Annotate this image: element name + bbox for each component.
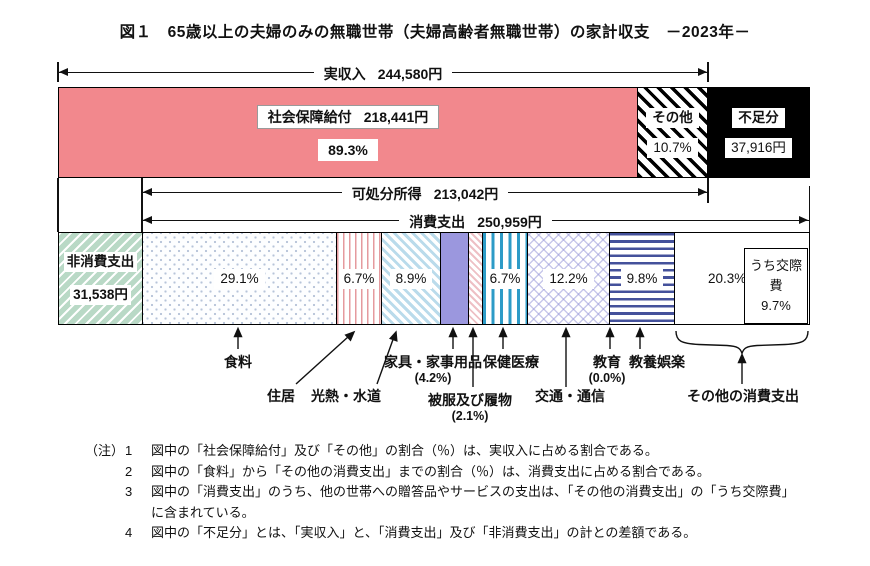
social-expense-label: うち交際費 <box>749 258 802 293</box>
category-label-transport: 交通・通信 <box>535 388 605 404</box>
expenditure-bar: 非消費支出 31,538円 29.1% 6.7% 8.9% 6.7% 12.2%… <box>58 232 810 325</box>
consumption-arrow-label: 消費支出 250,959円 <box>142 210 809 233</box>
non-consumption-divider-line <box>141 178 143 232</box>
income-bar: 社会保障給付 218,441円 89.3% その他 10.7% 不足分 37,91… <box>58 87 810 178</box>
category-arrows <box>233 326 747 387</box>
social-expense-percent: 9.7% <box>761 298 791 313</box>
housing-percent: 6.7% <box>341 268 377 289</box>
category-arrows-svg <box>233 326 809 387</box>
disposable-chip: 可処分所得 213,042円 <box>341 182 509 205</box>
category-label-furniture: 家具・家事用品 <box>384 354 482 370</box>
category-label-other-consumption: その他の消費支出 <box>687 388 799 404</box>
non-consumption-value: 31,538円 <box>70 285 131 305</box>
note-row-3: 3 図中の「消費支出」のうち、他の世帯への贈答品やサービスの支出は、「その他の消… <box>85 482 795 523</box>
disposable-arrow-head-left <box>143 188 152 197</box>
other-income-percent: 10.7% <box>647 137 698 158</box>
disposable-end-tick <box>707 178 709 203</box>
recreation-segment: 9.8% <box>610 233 675 324</box>
note-2-number: 2 <box>125 463 133 479</box>
deficit-segment: 不足分 37,916円 <box>708 88 809 177</box>
category-label-medical: 保健医療 <box>483 354 539 370</box>
note-4-number: 4 <box>125 525 133 540</box>
social-security-percent: 89.3% <box>318 138 378 161</box>
income-arrow-head-right <box>698 68 707 77</box>
category-label-utilities: 光熱・水道 <box>311 388 381 404</box>
clothing-segment <box>469 233 483 324</box>
medical-percent: 6.7% <box>487 268 523 289</box>
consumption-end-tick <box>808 186 811 232</box>
food-segment: 29.1% <box>143 233 337 324</box>
income-arrow-chip: 実収入 244,580円 <box>313 62 453 85</box>
income-arrow-label: 実収入 244,580円 <box>58 62 708 85</box>
non-consumption-label: 非消費支出 <box>63 252 138 272</box>
other-consumption-segment: 20.3% <box>675 233 809 324</box>
disposable-value: 213,042円 <box>433 185 499 202</box>
category-percent-clothing: (2.1%) <box>451 409 489 423</box>
notes-heading: （注） <box>85 443 125 458</box>
disposable-arrow-head-right <box>698 188 707 197</box>
category-label-recreation: 教養娯楽 <box>629 354 685 370</box>
utilities-segment: 8.9% <box>382 233 441 324</box>
consumption-arrow-head-right <box>799 216 808 225</box>
other-income-segment: その他 10.7% <box>638 88 708 177</box>
medical-segment: 6.7% <box>483 233 528 324</box>
note-4-text: 図中の「不足分」とは、「実収入」と、「消費支出」及び「非消費支出」の計との差額で… <box>151 525 697 540</box>
category-label-housing: 住居 <box>267 388 295 404</box>
social-security-label: 社会保障給付 <box>267 108 352 125</box>
non-consumption-segment: 非消費支出 31,538円 <box>59 233 143 324</box>
figure-title: 図１ 65歳以上の夫婦のみの無職世帯（夫婦高齢者無職世帯）の家計収支 －2023… <box>119 24 751 41</box>
disposable-label: 可処分所得 <box>351 185 422 202</box>
note-3-text: 図中の「消費支出」のうち、他の世帯への贈答品やサービスの支出は、「その他の消費支… <box>151 484 795 520</box>
other-consumption-brace <box>675 330 809 357</box>
deficit-label: 不足分 <box>732 107 785 128</box>
note-2-text: 図中の「食料」から「その他の消費支出」までの割合（％）は、消費支出に占める割合で… <box>151 463 710 479</box>
consumption-label: 消費支出 <box>409 213 466 230</box>
furniture-segment <box>441 233 469 324</box>
consumption-value: 250,959円 <box>477 213 542 230</box>
social-security-value: 218,441円 <box>363 108 429 125</box>
utilities-percent: 8.9% <box>389 268 433 289</box>
other-consumption-percent: 20.3% <box>702 268 753 289</box>
income-label: 実収入 <box>323 65 366 82</box>
disposable-arrow-label: 可処分所得 213,042円 <box>142 182 708 205</box>
category-label-clothing: 被服及び履物 <box>428 392 512 408</box>
left-edge-connector-line <box>57 178 59 232</box>
recreation-percent: 9.8% <box>620 268 664 289</box>
note-row-2: 2 図中の「食料」から「その他の消費支出」までの割合（％）は、消費支出に占める割… <box>85 462 785 483</box>
transport-percent: 12.2% <box>543 268 594 289</box>
consumption-chip: 消費支出 250,959円 <box>399 210 552 233</box>
housing-segment: 6.7% <box>337 233 382 324</box>
category-percent-furniture: (4.2%) <box>414 371 452 385</box>
social-expense-box: うち交際費 9.7% <box>744 248 808 324</box>
other-income-label: その他 <box>646 107 699 128</box>
note-row-4: 4 図中の「不足分」とは、「実収入」と、「消費支出」及び「非消費支出」の計との差… <box>85 523 785 544</box>
notes-block: （注） 1 図中の「社会保障給付」及び「その他」の割合（％）は、実収入に占める割… <box>85 441 795 544</box>
income-arrow-head-left <box>59 68 68 77</box>
transport-segment: 12.2% <box>528 233 610 324</box>
category-label-education: 教育 <box>593 354 621 370</box>
note-1-number: 1 <box>125 443 133 458</box>
social-security-chip: 社会保障給付 218,441円 <box>256 104 440 129</box>
note-3-number: 3 <box>125 484 133 499</box>
note-row-1: （注） 1 図中の「社会保障給付」及び「その他」の割合（％）は、実収入に占める割… <box>85 441 785 462</box>
income-value: 244,580円 <box>377 65 443 82</box>
consumption-arrow-head-left <box>143 216 152 225</box>
deficit-value: 37,916円 <box>725 137 792 158</box>
food-percent: 29.1% <box>214 268 265 289</box>
social-security-segment: 社会保障給付 218,441円 89.3% <box>59 88 638 177</box>
category-label-food: 食料 <box>224 354 252 370</box>
income-arrow-tick-right <box>707 62 709 82</box>
income-arrow-tick-left <box>57 62 59 82</box>
category-percent-education: (0.0%) <box>588 371 626 385</box>
note-1-text: 図中の「社会保障給付」及び「その他」の割合（％）は、実収入に占める割合である。 <box>151 443 658 458</box>
